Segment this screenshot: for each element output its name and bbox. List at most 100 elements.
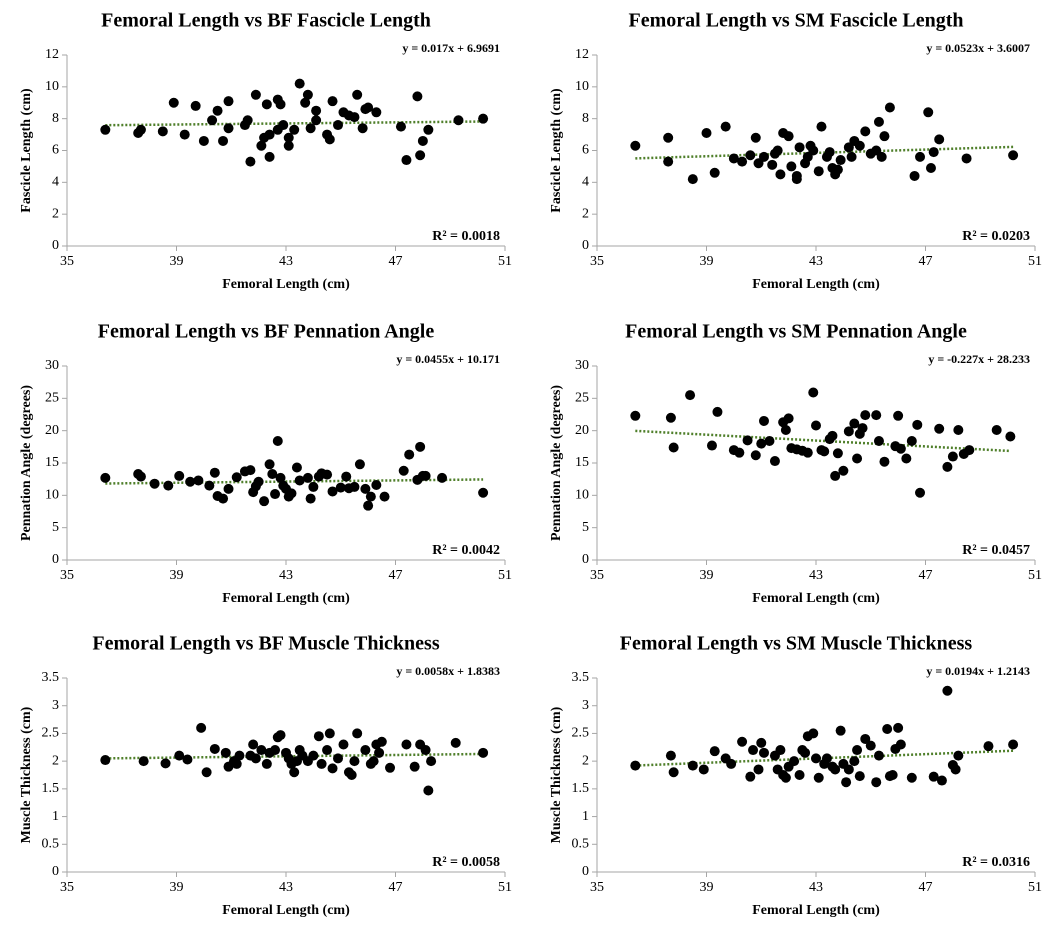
point [668, 767, 679, 778]
point [835, 725, 846, 736]
y-tick-label: 2 [582, 753, 589, 768]
point [289, 124, 300, 135]
y-tick-label: 10 [575, 488, 589, 503]
point [379, 491, 390, 502]
point [198, 135, 209, 146]
y-tick-label: 0 [52, 864, 59, 879]
point [313, 731, 324, 742]
x-tick-label: 43 [279, 880, 293, 895]
point [335, 482, 346, 493]
point [352, 728, 363, 739]
point [135, 471, 146, 482]
point [212, 105, 223, 116]
point [860, 410, 871, 421]
point [193, 475, 204, 486]
point [157, 126, 168, 137]
point [168, 97, 179, 108]
point [374, 747, 385, 758]
point [879, 131, 890, 142]
y-tick-label: 2 [582, 206, 589, 221]
point [385, 762, 396, 773]
x-axis-label: Femoral Length (cm) [222, 591, 350, 606]
point [291, 462, 302, 473]
x-tick-label: 39 [170, 880, 184, 895]
y-tick-label: 2 [52, 753, 59, 768]
point [789, 756, 800, 767]
y-tick-label: 2.5 [42, 726, 60, 741]
y-tick-label: 10 [45, 488, 59, 503]
x-tick-label: 35 [60, 880, 74, 895]
point [838, 465, 849, 476]
point [687, 174, 698, 185]
point [865, 740, 876, 751]
point [100, 755, 111, 766]
point [250, 89, 261, 100]
point [322, 745, 333, 756]
point [100, 124, 111, 135]
point [426, 756, 437, 767]
point [311, 105, 322, 116]
y-tick-label: 2 [52, 206, 59, 221]
y-tick-label: 5 [52, 520, 59, 535]
point [665, 750, 676, 761]
trendline [635, 145, 1014, 160]
point [849, 418, 860, 429]
point [245, 156, 256, 167]
x-tick-label: 35 [60, 568, 74, 583]
point [250, 753, 261, 764]
point [737, 156, 748, 167]
point [813, 772, 824, 783]
point [207, 115, 218, 126]
point [333, 753, 344, 764]
point [909, 170, 920, 181]
point [934, 423, 945, 434]
point [401, 155, 412, 166]
y-tick-label: 10 [575, 79, 589, 94]
chart-title: Femoral Length vs SM Pennation Angle [625, 321, 967, 343]
x-tick-label: 35 [590, 880, 604, 895]
point [737, 736, 748, 747]
trendline [105, 478, 484, 485]
x-tick-label: 43 [279, 568, 293, 583]
point [928, 771, 939, 782]
point [322, 469, 333, 480]
y-tick-label: 0 [52, 238, 59, 253]
point [811, 753, 821, 764]
point [149, 478, 160, 489]
trend-equation: y = 0.0455x + 10.171 [396, 352, 500, 366]
x-tick-label: 51 [1028, 880, 1042, 895]
point [204, 480, 215, 491]
point [278, 120, 289, 131]
point [450, 737, 461, 748]
point [852, 745, 863, 756]
point [341, 471, 352, 482]
point [160, 758, 171, 769]
point [816, 121, 827, 132]
x-tick-label: 35 [590, 568, 604, 583]
point [404, 449, 415, 460]
point [663, 156, 674, 167]
x-axis-label: Femoral Length (cm) [752, 277, 880, 292]
x-tick-label: 47 [919, 254, 933, 269]
point [912, 419, 923, 430]
x-tick-label: 35 [60, 254, 74, 269]
point [327, 96, 338, 107]
r-squared: R² = 0.0457 [962, 543, 1030, 558]
point [324, 728, 335, 739]
point [412, 91, 423, 102]
point [283, 140, 294, 151]
y-tick-label: 1.5 [572, 781, 590, 796]
point [478, 487, 489, 498]
point [409, 761, 420, 772]
point [709, 167, 720, 178]
point [663, 132, 674, 143]
point [248, 739, 259, 750]
point [223, 96, 234, 107]
point [879, 456, 890, 467]
point [346, 770, 357, 780]
r-squared: R² = 0.0058 [432, 855, 500, 870]
y-tick-label: 2.5 [572, 726, 590, 741]
point [365, 491, 376, 502]
point [357, 123, 368, 134]
